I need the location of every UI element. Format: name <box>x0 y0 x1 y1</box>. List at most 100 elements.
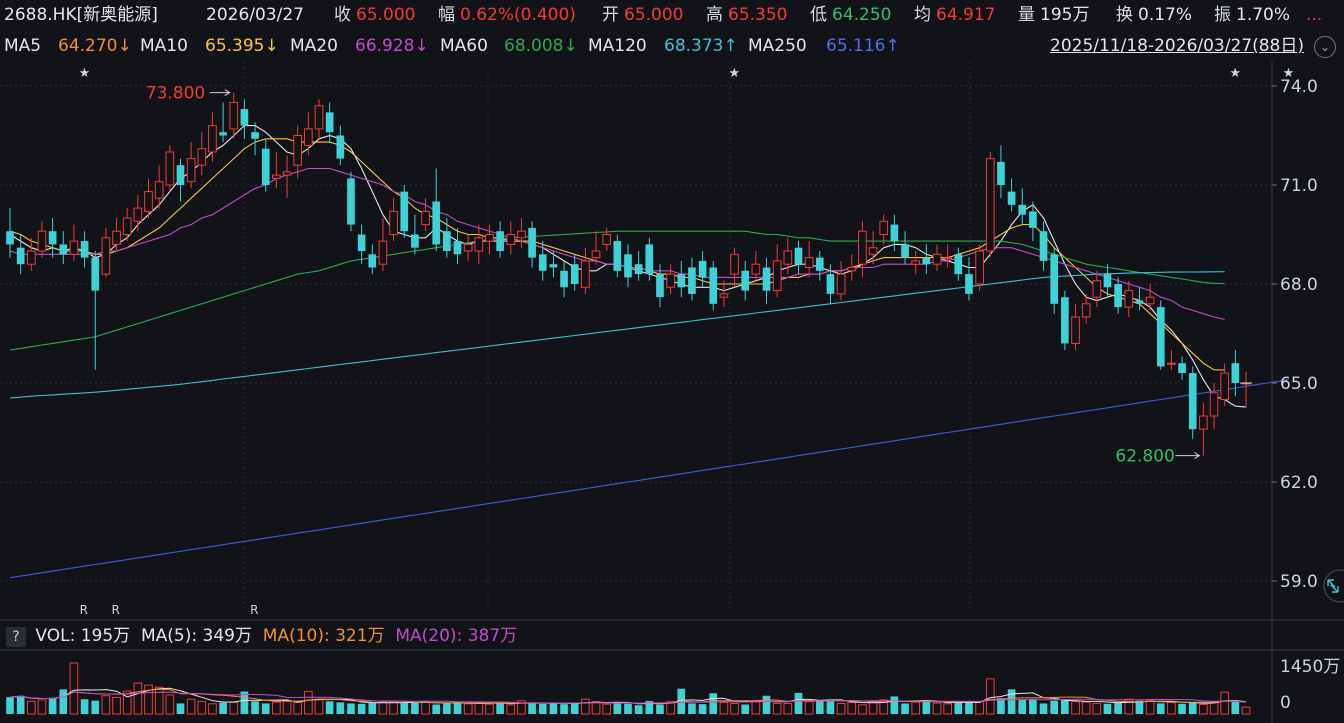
volume-bar <box>91 700 100 714</box>
volume-bar <box>965 701 973 714</box>
open-value: 65.000 <box>624 5 684 25</box>
candle-body <box>751 263 761 275</box>
candle-body <box>144 191 153 212</box>
vol-ma5-value: 349万 <box>202 626 252 646</box>
volume-bar <box>133 682 143 715</box>
volume-bar <box>272 701 281 715</box>
vol-label: VOL: <box>35 626 76 646</box>
candle-body <box>528 227 536 258</box>
more-indicator[interactable]: ... <box>1306 5 1323 25</box>
volume-bar <box>400 703 409 714</box>
candle-body <box>304 128 313 146</box>
candle-body <box>656 274 664 298</box>
ma250-label: MA250 <box>748 36 807 56</box>
vol-ma5-label: MA(5): <box>141 626 198 646</box>
candle-body <box>496 231 504 251</box>
candle-body <box>1124 290 1134 308</box>
volume-bar <box>325 701 334 714</box>
volume-bar <box>165 694 175 715</box>
candle-body <box>858 230 867 265</box>
volume-bar <box>613 703 622 714</box>
volume-value: 195万 <box>1040 5 1090 25</box>
help-icon[interactable]: ? <box>6 627 26 647</box>
candle-body <box>943 257 952 260</box>
volume-bar <box>1145 700 1155 715</box>
volume-bar <box>730 702 739 715</box>
candle-body <box>272 174 281 179</box>
volume-bar <box>378 701 388 715</box>
candle-body <box>1114 284 1122 308</box>
candles <box>6 92 1251 456</box>
candle-body <box>357 234 366 251</box>
volume-bar <box>293 701 303 715</box>
ma60-value: 68.008↓ <box>504 36 578 56</box>
volume-bar <box>634 705 643 714</box>
candle-body <box>1050 254 1059 304</box>
candle-body <box>1167 362 1176 365</box>
volume-bar <box>890 696 899 714</box>
candle-body <box>421 210 430 226</box>
candle-body <box>1071 316 1080 344</box>
volume-bar <box>688 703 696 714</box>
volume-bar <box>560 704 568 714</box>
volume-bar <box>549 703 558 714</box>
candle-body <box>1199 415 1208 430</box>
ma5-value: 64.270↓ <box>58 36 132 56</box>
stock-symbol[interactable]: 2688.HK[新奥能源] <box>4 5 158 25</box>
change-label: 幅 <box>438 5 455 25</box>
volume-bar <box>219 702 227 714</box>
volume-bar <box>794 692 803 714</box>
volume-bar <box>37 699 47 715</box>
candle-body <box>772 260 782 292</box>
volume-bar <box>1135 700 1144 714</box>
volume-bar <box>347 703 355 714</box>
volume-bar <box>496 702 504 714</box>
ma10-value: 65.395↓ <box>205 36 279 56</box>
candle-body <box>368 254 377 268</box>
candle-body <box>325 112 334 133</box>
date-range-selector[interactable]: 2025/11/18-2026/03/27(88日) <box>1050 36 1304 56</box>
candle-body <box>112 230 121 245</box>
candle-body <box>965 274 973 294</box>
candle-body <box>314 105 324 130</box>
volume-bar <box>783 702 793 715</box>
candle-body <box>165 151 175 186</box>
volume-bar <box>154 686 164 715</box>
chevron-down-icon[interactable]: ⌄ <box>1314 36 1336 58</box>
volume-bar <box>357 703 366 714</box>
candle-body <box>101 237 111 275</box>
volume-bar <box>443 703 451 714</box>
volume-bar <box>59 689 68 714</box>
vol-ma20-line <box>9 691 1247 704</box>
low-value: 64.250 <box>832 5 892 25</box>
volume-bar <box>1039 703 1048 714</box>
volume-bar <box>432 704 441 714</box>
candle-body <box>741 270 750 291</box>
candle-body <box>432 201 441 245</box>
volume-bar <box>836 702 846 715</box>
volume-bar <box>997 698 1005 714</box>
volume-bar <box>741 704 750 714</box>
volume-bar <box>698 704 707 714</box>
ma20-label: MA20 <box>290 36 338 56</box>
candle-body <box>804 257 814 269</box>
close-label: 收 <box>334 5 351 25</box>
candle-body <box>485 234 494 242</box>
low-marker-arrow <box>1175 452 1201 460</box>
volume-bar <box>1199 704 1208 715</box>
candle-body <box>80 241 89 258</box>
volume-bar <box>112 696 121 715</box>
volume-bar <box>411 702 419 714</box>
expand-icon[interactable] <box>1318 568 1344 604</box>
volume-bar <box>858 704 867 715</box>
ma120-label: MA120 <box>588 36 647 56</box>
volume-bar <box>474 702 484 715</box>
candle-body <box>59 244 68 255</box>
volume-bar <box>645 700 654 714</box>
volume-bar <box>389 701 398 715</box>
candle-body <box>186 158 196 183</box>
candle-body <box>463 243 473 252</box>
candle-body <box>69 240 79 255</box>
candle-body <box>347 178 355 225</box>
